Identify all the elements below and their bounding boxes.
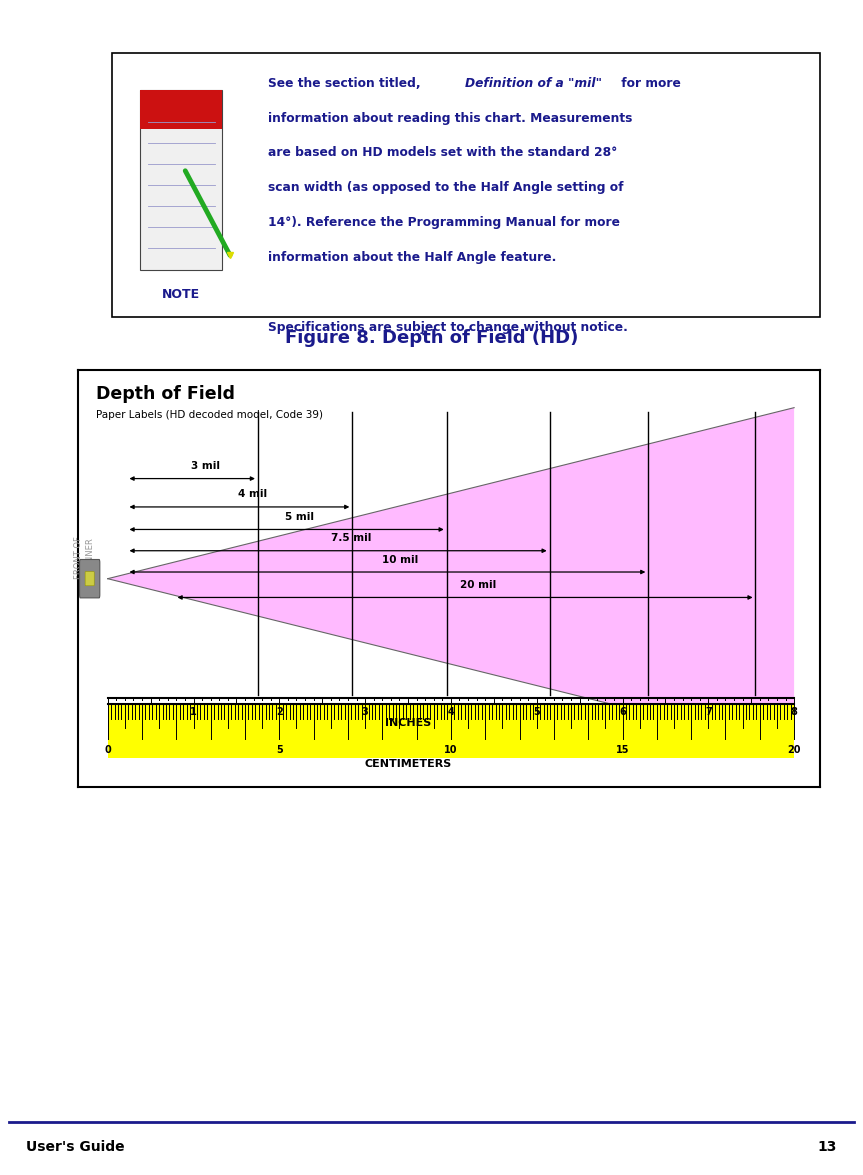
Text: Paper Labels (HD decoded model, Code 39): Paper Labels (HD decoded model, Code 39) (96, 410, 324, 419)
Text: 7.5 mil: 7.5 mil (331, 533, 371, 543)
Text: CENTIMETERS: CENTIMETERS (364, 759, 451, 768)
FancyBboxPatch shape (79, 559, 100, 598)
Text: Specifications are subject to change without notice.: Specifications are subject to change wit… (268, 321, 627, 334)
Text: 3 mil: 3 mil (191, 461, 219, 471)
FancyBboxPatch shape (108, 704, 794, 758)
Text: Figure 8. Depth of Field (HD): Figure 8. Depth of Field (HD) (285, 329, 578, 347)
FancyBboxPatch shape (85, 571, 94, 586)
Polygon shape (108, 408, 794, 750)
Text: information about the Half Angle feature.: information about the Half Angle feature… (268, 251, 557, 264)
FancyBboxPatch shape (112, 53, 820, 317)
Text: 7: 7 (705, 707, 712, 717)
Text: 10: 10 (444, 745, 457, 754)
Text: FRONT OF
SCANNER: FRONT OF SCANNER (74, 537, 95, 579)
Text: 4 mil: 4 mil (237, 490, 267, 499)
Text: 14°). Reference the Programming Manual for more: 14°). Reference the Programming Manual f… (268, 216, 620, 229)
Text: NOTE: NOTE (162, 288, 200, 302)
Text: 8: 8 (791, 707, 797, 717)
Text: 13: 13 (818, 1140, 837, 1154)
Text: 20: 20 (787, 745, 801, 754)
Text: Depth of Field: Depth of Field (96, 384, 236, 403)
Text: 20 mil: 20 mil (460, 580, 496, 590)
Text: 1: 1 (190, 707, 197, 717)
Text: 3: 3 (362, 707, 369, 717)
Text: information about reading this chart. Measurements: information about reading this chart. Me… (268, 112, 633, 125)
Text: 2: 2 (276, 707, 283, 717)
Text: 0: 0 (104, 745, 111, 754)
Text: 5: 5 (276, 745, 283, 754)
Text: Definition of a "mil": Definition of a "mil" (464, 76, 602, 89)
Text: scan width (as opposed to the Half Angle setting of: scan width (as opposed to the Half Angle… (268, 181, 623, 194)
Text: 10 mil: 10 mil (382, 555, 419, 564)
Text: 5: 5 (533, 707, 540, 717)
Text: 15: 15 (616, 745, 629, 754)
Text: 4: 4 (448, 707, 454, 717)
FancyBboxPatch shape (141, 90, 222, 270)
Text: 6: 6 (619, 707, 626, 717)
Text: are based on HD models set with the standard 28°: are based on HD models set with the stan… (268, 147, 617, 160)
Text: See the section titled,: See the section titled, (268, 76, 425, 89)
Text: for more: for more (617, 76, 681, 89)
FancyBboxPatch shape (141, 90, 222, 129)
Text: INCHES: INCHES (385, 718, 432, 728)
Text: 5 mil: 5 mil (285, 512, 314, 522)
Text: User's Guide: User's Guide (26, 1140, 124, 1154)
